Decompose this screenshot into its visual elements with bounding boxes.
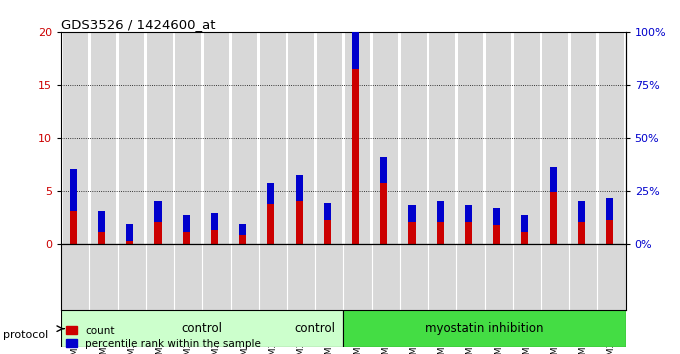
Bar bbox=[409, 222, 415, 244]
Bar bbox=[211, 230, 218, 244]
Bar bbox=[154, 222, 162, 244]
Bar bbox=[380, 183, 388, 244]
Bar bbox=[239, 235, 246, 244]
Bar bbox=[606, 199, 613, 220]
Bar bbox=[70, 169, 77, 211]
Bar bbox=[549, 192, 557, 244]
Bar bbox=[493, 225, 500, 244]
Bar bbox=[183, 233, 190, 244]
Bar bbox=[493, 208, 500, 225]
Bar bbox=[119, 32, 144, 244]
Bar bbox=[98, 211, 105, 233]
Bar bbox=[126, 241, 133, 244]
Bar bbox=[409, 205, 415, 222]
Text: control: control bbox=[294, 322, 336, 335]
Text: protocol: protocol bbox=[3, 330, 49, 339]
Bar bbox=[549, 167, 557, 192]
Bar bbox=[465, 205, 472, 222]
Bar bbox=[373, 32, 398, 244]
Text: myostatin inhibition: myostatin inhibition bbox=[425, 322, 544, 335]
Bar bbox=[61, 310, 343, 347]
Bar bbox=[267, 183, 275, 204]
Bar bbox=[522, 233, 528, 244]
Bar bbox=[437, 222, 444, 244]
Bar bbox=[401, 32, 426, 244]
Bar bbox=[543, 32, 568, 244]
Bar bbox=[260, 32, 286, 244]
Text: GDS3526 / 1424600_at: GDS3526 / 1424600_at bbox=[61, 18, 216, 31]
Bar bbox=[578, 222, 585, 244]
Bar bbox=[352, 5, 359, 69]
Text: control: control bbox=[182, 322, 223, 335]
Bar bbox=[296, 201, 303, 244]
Bar bbox=[345, 32, 370, 244]
Bar bbox=[204, 32, 229, 244]
Bar bbox=[437, 201, 444, 222]
Bar bbox=[522, 216, 528, 233]
Bar bbox=[211, 213, 218, 230]
Bar bbox=[267, 204, 275, 244]
Bar bbox=[175, 32, 201, 244]
Bar bbox=[324, 220, 331, 244]
Bar bbox=[91, 32, 116, 244]
Bar bbox=[352, 69, 359, 244]
Bar bbox=[343, 310, 626, 347]
Bar bbox=[458, 32, 483, 244]
Legend: count, percentile rank within the sample: count, percentile rank within the sample bbox=[67, 326, 261, 349]
Bar bbox=[154, 201, 162, 222]
Bar bbox=[70, 211, 77, 244]
Bar bbox=[606, 220, 613, 244]
Bar bbox=[98, 233, 105, 244]
Bar bbox=[183, 216, 190, 233]
Bar bbox=[148, 32, 173, 244]
Bar bbox=[465, 222, 472, 244]
Bar bbox=[126, 224, 133, 241]
Bar bbox=[578, 201, 585, 222]
Bar bbox=[324, 203, 331, 220]
Bar bbox=[296, 175, 303, 201]
Bar bbox=[232, 32, 257, 244]
Bar bbox=[599, 32, 624, 244]
Bar bbox=[63, 32, 88, 244]
Bar bbox=[239, 224, 246, 235]
Bar bbox=[288, 32, 313, 244]
Bar bbox=[514, 32, 539, 244]
Bar bbox=[380, 157, 388, 183]
Bar bbox=[430, 32, 455, 244]
Bar bbox=[571, 32, 596, 244]
Bar bbox=[486, 32, 511, 244]
Bar bbox=[317, 32, 342, 244]
